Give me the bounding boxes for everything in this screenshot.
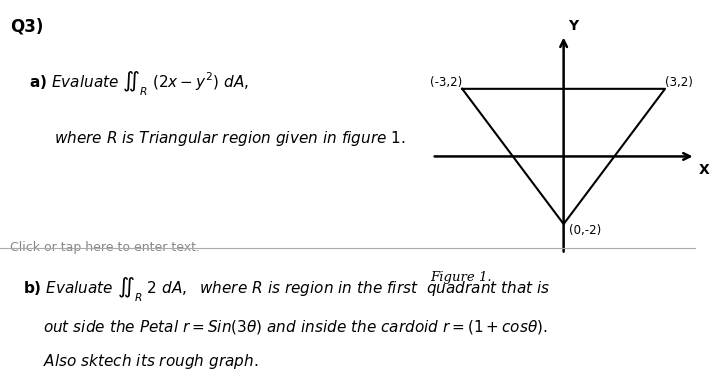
Text: $\mathit{out\ side\ the\ Petal}\ r = Sin(3\theta)\ \mathit{and\ inside\ the\ car: $\mathit{out\ side\ the\ Petal}\ r = Sin… (43, 318, 548, 336)
Text: (0,-2): (0,-2) (569, 224, 601, 237)
Text: Figure 1.: Figure 1. (431, 271, 492, 285)
Text: $\bf{b)}$ $\mathit{Evaluate}\ \iint_R\ 2\ dA,$$\mathit{\ \ where\ R\ is\ region\: $\bf{b)}$ $\mathit{Evaluate}\ \iint_R\ 2… (23, 275, 551, 304)
Text: $\mathit{Also\ sktech\ its\ rough\ graph.}$: $\mathit{Also\ sktech\ its\ rough\ graph… (43, 352, 258, 371)
Text: (-3,2): (-3,2) (430, 76, 462, 89)
Text: Click or tap here to enter text.: Click or tap here to enter text. (10, 241, 200, 254)
Text: Q3): Q3) (10, 17, 43, 35)
Text: $\mathit{where\ R\ is\ Triangular\ region\ given\ in\ figure\ 1.}$: $\mathit{where\ R\ is\ Triangular\ regio… (54, 129, 405, 148)
Text: (3,2): (3,2) (665, 76, 693, 89)
Text: X: X (699, 162, 710, 177)
Text: $\bf{a)}$ $\mathit{Evaluate}\ \iint_R\ (2x - y^2)\ dA,$: $\bf{a)}$ $\mathit{Evaluate}\ \iint_R\ (… (29, 69, 249, 98)
Text: Y: Y (567, 19, 578, 33)
